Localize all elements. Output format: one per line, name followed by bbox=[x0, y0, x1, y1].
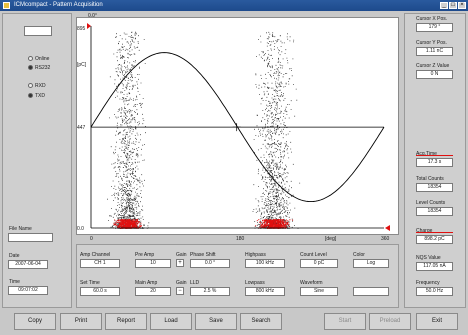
save-button[interactable]: Save bbox=[195, 313, 237, 330]
radio-dot bbox=[28, 56, 33, 62]
copy-button[interactable]: Copy bbox=[14, 313, 56, 330]
exit-button[interactable]: Exit bbox=[416, 313, 458, 330]
scatter-density-high bbox=[112, 219, 294, 229]
print-button[interactable]: Print bbox=[60, 313, 102, 330]
cursor-y-field: 1.11 nC bbox=[416, 47, 453, 56]
cursor-z-label: Cursor Z Value bbox=[416, 63, 450, 69]
phase-shift-label: Phase Shift bbox=[190, 252, 216, 258]
nqs-field: 117.05 nA bbox=[416, 262, 453, 271]
total-counts-label: Total Counts bbox=[416, 176, 444, 182]
acq-time-indicator bbox=[416, 155, 453, 156]
radio-dot bbox=[28, 93, 33, 99]
cursor-y-label: Cursor Y Pos. bbox=[416, 40, 447, 46]
acq-time-field: 17.3 s bbox=[416, 158, 453, 167]
file-name-label: File Name bbox=[9, 226, 32, 232]
search-button[interactable]: Search bbox=[240, 313, 282, 330]
pre-amp-label: Pre Amp bbox=[135, 252, 155, 258]
top-marker bbox=[87, 23, 91, 29]
start-button[interactable]: Start bbox=[324, 313, 366, 330]
x-unit-label: [deg] bbox=[325, 236, 337, 242]
gain-plus-button[interactable]: + bbox=[176, 259, 184, 267]
time-label: Time bbox=[9, 279, 20, 285]
file-name-field[interactable] bbox=[8, 233, 53, 242]
amp-channel-label: Amp Channel bbox=[80, 252, 111, 258]
cursor-x-field: 179 ° bbox=[416, 23, 453, 32]
time-field[interactable]: 09:07:02 bbox=[8, 286, 48, 295]
top-field[interactable] bbox=[24, 26, 52, 36]
cursor-z-field: 0 N bbox=[416, 70, 453, 79]
charge-indicator bbox=[416, 232, 453, 233]
title-bar: ICMcompact - Pattern Acquisition _ □ × bbox=[0, 0, 468, 11]
gain-minus-button[interactable]: − bbox=[176, 287, 184, 295]
app-icon bbox=[3, 2, 10, 9]
report-button[interactable]: Report bbox=[105, 313, 147, 330]
radio-rs232[interactable]: RS232 bbox=[28, 65, 50, 71]
extra-field[interactable] bbox=[353, 287, 389, 296]
y-mid-label: 447 bbox=[77, 125, 86, 131]
frequency-label: Frequency bbox=[416, 280, 440, 286]
pattern-plot[interactable] bbox=[76, 17, 399, 235]
set-time-field[interactable]: 60.0 s bbox=[80, 287, 120, 296]
lld-label: LLD bbox=[190, 280, 200, 286]
radio-txd[interactable]: TXD bbox=[28, 93, 45, 99]
x-left-label: 0 bbox=[90, 236, 93, 242]
lld-field[interactable]: 2.5 % bbox=[190, 287, 230, 296]
y-top-label: 895 bbox=[77, 26, 86, 32]
charge-label: Charge bbox=[416, 228, 433, 234]
plot-canvas bbox=[87, 23, 390, 231]
maximize-button[interactable]: □ bbox=[449, 2, 457, 9]
date-label: Date bbox=[9, 253, 20, 259]
pre-amp-field[interactable]: 10 bbox=[135, 259, 171, 268]
cursor-x-label: Cursor X Pos. bbox=[416, 16, 448, 22]
waveform-field[interactable]: Sine bbox=[300, 287, 338, 296]
minimize-button[interactable]: _ bbox=[440, 2, 448, 9]
phase-shift-field[interactable]: 0.0 ° bbox=[190, 259, 230, 268]
left-panel bbox=[2, 13, 72, 308]
close-button[interactable]: × bbox=[458, 2, 466, 9]
highpass-label: Highpass bbox=[245, 252, 266, 258]
total-counts-field: 18354 bbox=[416, 183, 453, 192]
gain-label: Gain bbox=[176, 252, 187, 258]
nqs-label: NQS Value bbox=[416, 255, 441, 261]
count-level-label: Count Level bbox=[300, 252, 327, 258]
y-bottom-label: 0.0 bbox=[77, 226, 84, 232]
gain-label-2: Gain bbox=[176, 280, 187, 286]
level-counts-label: Level Counts bbox=[416, 200, 446, 206]
main-amp-field[interactable]: 20 bbox=[135, 287, 171, 296]
charge-field: 898.2 pC bbox=[416, 235, 453, 244]
level-counts-field: 18354 bbox=[416, 207, 453, 216]
lowpass-field[interactable]: 800 kHz bbox=[245, 287, 285, 296]
top-phase-label: 0.0° bbox=[88, 13, 97, 19]
controls-panel bbox=[76, 244, 399, 308]
y-unit-label: [pC] bbox=[77, 62, 87, 68]
load-button[interactable]: Load bbox=[150, 313, 192, 330]
scatter-points bbox=[107, 31, 301, 229]
color-label: Color bbox=[353, 252, 365, 258]
date-field[interactable]: 2007-06-04 bbox=[8, 260, 48, 269]
radio-online[interactable]: Online bbox=[28, 56, 49, 62]
main-amp-label: Main Amp bbox=[135, 280, 158, 286]
radio-rxd[interactable]: RXD bbox=[28, 83, 46, 89]
radio-dot bbox=[28, 65, 33, 71]
highpass-field[interactable]: 100 kHz bbox=[245, 259, 285, 268]
cursor-crosshair bbox=[232, 123, 241, 132]
frequency-field: 50.0 Hz bbox=[416, 287, 453, 296]
color-field[interactable]: Log bbox=[353, 259, 389, 268]
right-marker bbox=[385, 225, 390, 231]
x-mid-label: 180 bbox=[236, 236, 245, 242]
amp-channel-field[interactable]: CH 1 bbox=[80, 259, 120, 268]
waveform-label: Waveform bbox=[300, 280, 323, 286]
preload-button[interactable]: Preload bbox=[369, 313, 411, 330]
count-level-field[interactable]: 0 pC bbox=[300, 259, 338, 268]
window-title: ICMcompact - Pattern Acquisition bbox=[14, 2, 103, 8]
radio-dot bbox=[28, 83, 33, 89]
acq-time-label: Acq.Time bbox=[416, 151, 437, 157]
set-time-label: Set Time bbox=[80, 280, 100, 286]
x-right-label: 360 bbox=[381, 236, 390, 242]
lowpass-label: Lowpass bbox=[245, 280, 265, 286]
